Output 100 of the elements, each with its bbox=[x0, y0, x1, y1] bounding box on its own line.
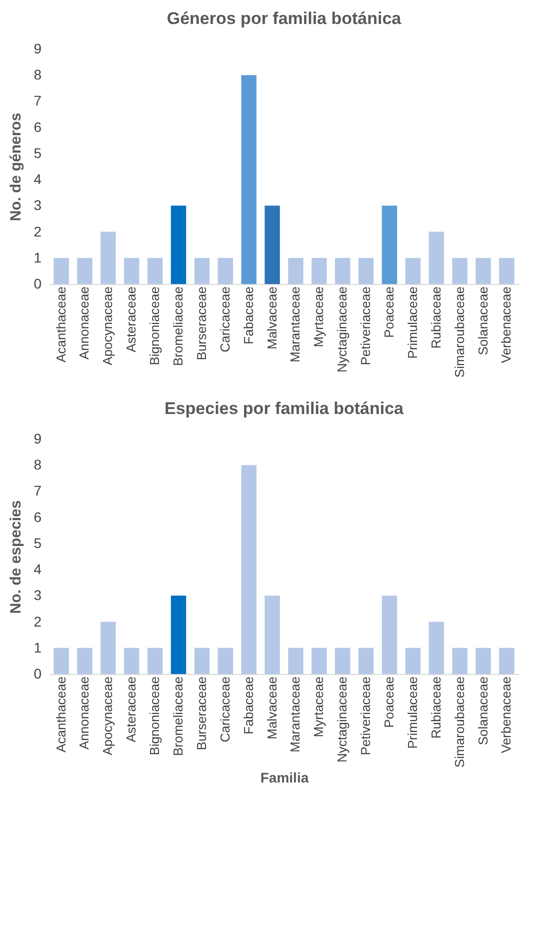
y-tick-label: 2 bbox=[34, 613, 42, 630]
y-tick-label: 4 bbox=[34, 171, 42, 188]
bar bbox=[264, 206, 280, 284]
x-tick-label: Asteraceae bbox=[124, 286, 139, 352]
x-tick-label: Primulaceae bbox=[404, 286, 420, 359]
y-tick-label: 3 bbox=[34, 197, 42, 214]
x-tick-label: Petiveriaceae bbox=[358, 676, 374, 756]
bar bbox=[54, 648, 69, 674]
bar bbox=[100, 232, 116, 284]
x-tick-label: Solanaceae bbox=[475, 286, 490, 356]
bar bbox=[334, 648, 350, 674]
y-tick-label: 0 bbox=[34, 276, 42, 292]
x-tick-label: Asteraceae bbox=[124, 676, 139, 742]
bar bbox=[428, 232, 444, 284]
x-tick-label: Annonaceae bbox=[76, 286, 92, 360]
bar bbox=[428, 622, 444, 674]
y-tick-label: 1 bbox=[34, 249, 42, 266]
x-tick-label: Bignoniaceae bbox=[147, 286, 162, 366]
chart-title: Especies por familia botánica bbox=[164, 399, 404, 418]
y-tick-label: 9 bbox=[34, 40, 42, 56]
x-tick-label: Rubiaceae bbox=[428, 676, 444, 739]
bar bbox=[476, 648, 491, 674]
bar bbox=[124, 258, 140, 284]
bar bbox=[476, 258, 491, 284]
x-tick-label: Poaceae bbox=[381, 676, 396, 728]
bar bbox=[452, 648, 468, 674]
x-tick-label: Simaroubaceae bbox=[452, 676, 467, 768]
bar bbox=[405, 648, 421, 674]
bar bbox=[312, 648, 327, 674]
x-tick-label: Rubiaceae bbox=[428, 286, 444, 349]
y-tick-label: 3 bbox=[34, 587, 42, 604]
bar bbox=[358, 648, 374, 674]
bar bbox=[124, 648, 140, 674]
x-tick-label: Annonaceae bbox=[76, 676, 92, 750]
y-tick-label: 1 bbox=[34, 639, 42, 656]
x-tick-label: Acanthaceae bbox=[53, 676, 68, 752]
x-axis-title: Familia bbox=[260, 770, 309, 786]
x-tick-label: Poaceae bbox=[381, 286, 396, 338]
bar bbox=[241, 75, 256, 284]
chart-title: Géneros por familia botánica bbox=[166, 9, 402, 28]
x-tick-label: Acanthaceae bbox=[53, 286, 68, 362]
x-tick-label: Verbenaceae bbox=[498, 286, 514, 364]
x-tick-label: Apocynaceae bbox=[100, 286, 116, 366]
bar bbox=[288, 648, 304, 674]
y-tick-label: 4 bbox=[34, 561, 42, 578]
bar bbox=[147, 258, 163, 284]
y-tick-label: 7 bbox=[34, 92, 42, 109]
bar bbox=[170, 596, 186, 674]
x-tick-label: Bignoniaceae bbox=[147, 676, 162, 756]
x-tick-label: Petiveriaceae bbox=[358, 286, 374, 366]
x-tick-label: Marantaceae bbox=[288, 676, 303, 752]
x-tick-label: Solanaceae bbox=[475, 676, 490, 746]
x-tick-label: Malvaceae bbox=[264, 286, 280, 350]
y-tick-label: 5 bbox=[34, 534, 42, 551]
x-tick-label: Burseraceae bbox=[194, 676, 209, 750]
bar bbox=[147, 648, 163, 674]
x-tick-label: Caricaceae bbox=[217, 676, 232, 742]
x-tick-label: Myrtaceae bbox=[311, 676, 326, 738]
bar bbox=[312, 258, 327, 284]
x-tick-label: Bromeliaceae bbox=[170, 676, 186, 756]
x-tick-label: Caricaceae bbox=[217, 286, 232, 352]
bar bbox=[358, 258, 374, 284]
y-axis-title: No. de especies bbox=[8, 500, 25, 614]
bar bbox=[77, 258, 92, 284]
bar bbox=[288, 258, 304, 284]
y-tick-label: 6 bbox=[34, 508, 42, 525]
y-tick-label: 2 bbox=[34, 223, 42, 240]
y-tick-label: 9 bbox=[34, 430, 42, 446]
x-tick-label: Verbenaceae bbox=[498, 676, 514, 754]
bar bbox=[218, 258, 234, 284]
y-tick-label: 8 bbox=[34, 66, 42, 83]
bar bbox=[499, 258, 514, 284]
x-tick-label: Fabaceae bbox=[240, 286, 256, 344]
bar bbox=[382, 206, 398, 284]
bar bbox=[218, 648, 234, 674]
bar bbox=[170, 206, 186, 284]
bar bbox=[194, 648, 210, 674]
x-tick-label: Primulaceae bbox=[404, 676, 420, 749]
y-tick-label: 6 bbox=[34, 118, 42, 135]
x-tick-label: Fabaceae bbox=[240, 676, 256, 734]
y-tick-label: 7 bbox=[34, 482, 42, 499]
bar bbox=[100, 622, 116, 674]
bar bbox=[241, 465, 256, 674]
x-tick-label: Malvaceae bbox=[264, 676, 280, 740]
x-tick-label: Bromeliaceae bbox=[170, 286, 186, 366]
x-tick-label: Simaroubaceae bbox=[452, 286, 467, 378]
x-tick-label: Nyctaginaceae bbox=[334, 286, 350, 372]
y-tick-label: 0 bbox=[34, 666, 42, 682]
bar bbox=[264, 596, 280, 674]
bar bbox=[382, 596, 398, 674]
bar bbox=[54, 258, 69, 284]
bar bbox=[499, 648, 514, 674]
x-tick-label: Myrtaceae bbox=[311, 286, 326, 348]
x-tick-label: Burseraceae bbox=[194, 286, 209, 360]
bar bbox=[77, 648, 92, 674]
bar bbox=[405, 258, 421, 284]
y-axis-title: No. de géneros bbox=[8, 112, 25, 222]
y-tick-label: 8 bbox=[34, 456, 42, 473]
bar bbox=[452, 258, 468, 284]
x-tick-label: Apocynaceae bbox=[100, 676, 116, 756]
